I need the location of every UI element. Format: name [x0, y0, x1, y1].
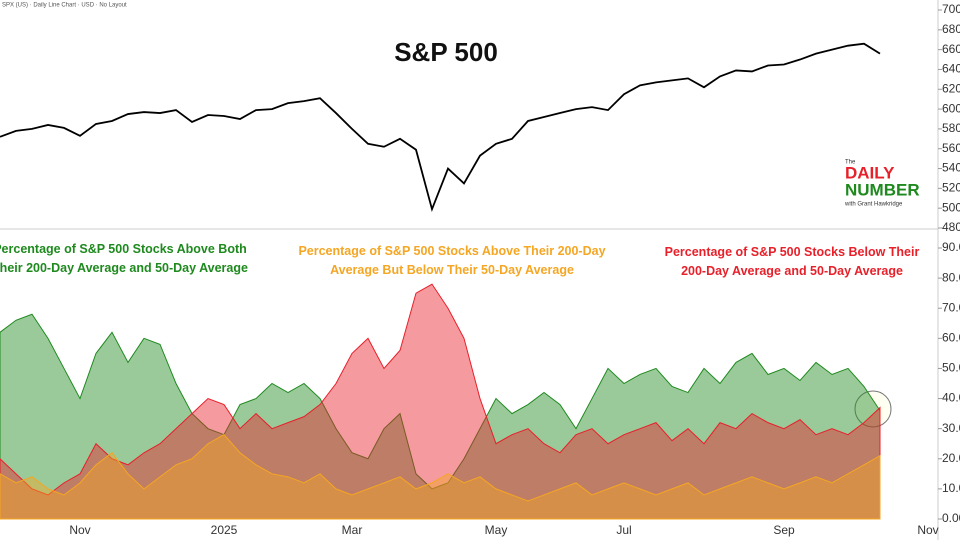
legend-label: Percentage of S&P 500 Stocks Above Their…: [298, 244, 605, 277]
area: [0, 313, 881, 520]
x-tick-label: Jul: [616, 523, 631, 537]
y-tick-label: 5800: [942, 121, 960, 135]
y-tick-label: 6600: [942, 42, 960, 56]
logo-text: NUMBER: [845, 180, 920, 199]
x-tick-label: May: [485, 523, 508, 537]
area: [0, 283, 881, 520]
y-tick-label: 50.00: [942, 361, 960, 375]
y-tick-label: 80.00: [942, 270, 960, 284]
y-tick-label: 0.00: [942, 511, 960, 525]
header: SPX (US) · Daily Line Chart · USD · No L…: [2, 3, 127, 9]
chart-title: S&P 500: [394, 37, 498, 67]
y-tick-label: 40.00: [942, 391, 960, 405]
y-tick-label: 90.00: [942, 240, 960, 254]
y-tick-label: 5400: [942, 161, 960, 175]
x-tick-label: Nov: [69, 523, 90, 537]
x-tick-label: Sep: [773, 523, 795, 537]
y-tick-label: 5200: [942, 181, 960, 195]
y-tick-label: 20.00: [942, 451, 960, 465]
logo: The DAILY NUMBER with Grant Hawkridge: [844, 160, 920, 208]
y-tick-label: 6000: [942, 101, 960, 115]
y-tick-label: 5600: [942, 141, 960, 155]
area: [0, 434, 881, 520]
y-tick-label: 6800: [942, 22, 960, 36]
y-tick-label: 6200: [942, 81, 960, 95]
y-tick-label: 10.00: [942, 481, 960, 495]
y-tick-label: 70.00: [942, 300, 960, 314]
x-tick-label: 2025: [211, 523, 238, 537]
y-tick-label: 4800: [942, 220, 960, 234]
legend-label: Percentage of S&P 500 Stocks Above Both T…: [0, 242, 248, 275]
logo-text: DAILY: [845, 163, 895, 182]
logo-text: with Grant Hawkridge: [844, 202, 903, 208]
logo-text: The: [845, 160, 856, 166]
price-line: [0, 42, 881, 213]
highlight-circle: [854, 390, 892, 428]
y-tick-label: 30.00: [942, 421, 960, 435]
y-tick-label: 60.00: [942, 331, 960, 345]
x-tick-label: Nov: [917, 523, 938, 537]
y-tick-label: 6400: [942, 62, 960, 76]
x-tick-label: Mar: [342, 523, 363, 537]
legend-label: Percentage of S&P 500 Stocks Below Their…: [665, 245, 920, 278]
y-tick-label: 5000: [942, 200, 960, 214]
